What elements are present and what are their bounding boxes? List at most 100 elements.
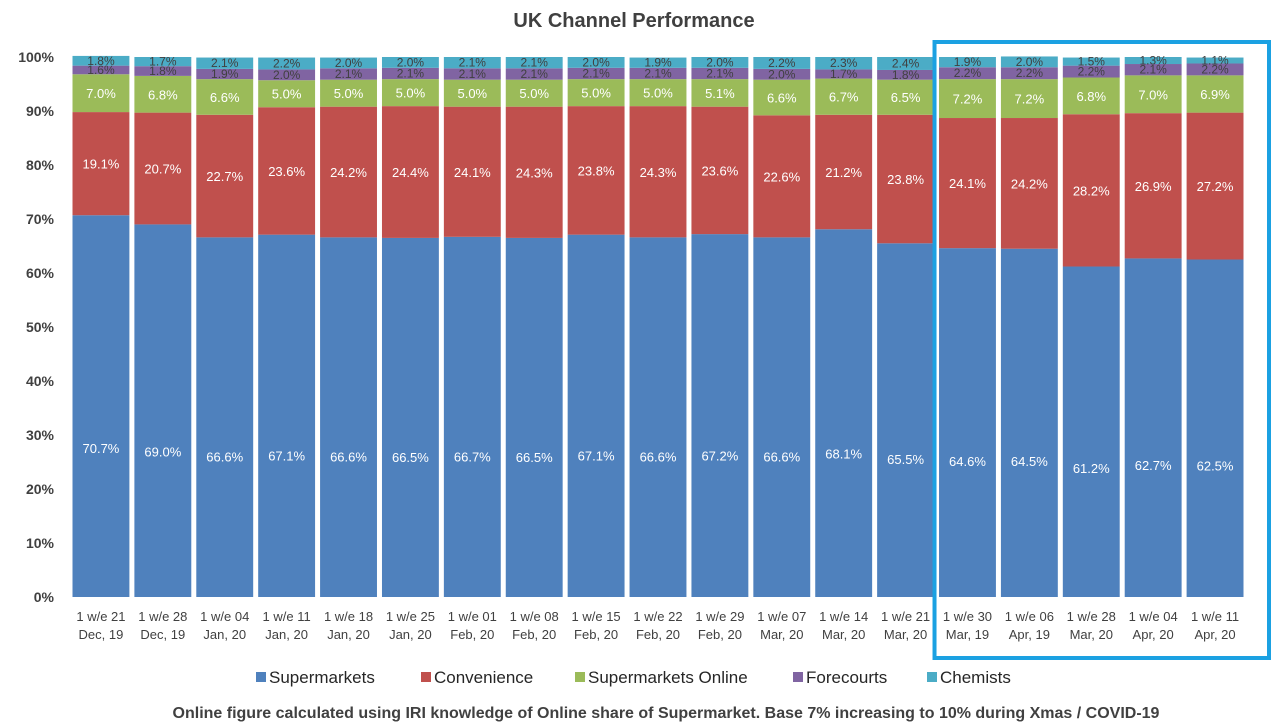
bar-segment-convenience xyxy=(691,106,749,235)
data-label: 66.7% xyxy=(454,450,491,465)
data-label: 26.9% xyxy=(1135,179,1172,194)
bar-segment-supermarkets-online xyxy=(567,79,625,107)
legend-label: Supermarkets Online xyxy=(588,668,748,687)
data-label: 2.1% xyxy=(706,66,734,80)
data-label: 23.8% xyxy=(578,163,615,178)
legend-swatch xyxy=(575,672,585,682)
data-label: 23.6% xyxy=(268,164,305,179)
data-label: 2.1% xyxy=(459,67,487,81)
data-label: 7.2% xyxy=(953,92,983,107)
data-label: 5.0% xyxy=(396,86,426,101)
bar-segment-forecourts xyxy=(877,69,935,80)
bar-stack: 64.5% 24.2% 7.2% 2.2%2.0% xyxy=(1000,55,1058,597)
bar-segment-forecourts xyxy=(381,67,439,80)
bar-segment-chemists xyxy=(72,55,130,66)
bar-segment-chemists xyxy=(1062,57,1120,66)
bar-stack: 66.6% 24.2% 5.0% 2.1%2.0% xyxy=(320,56,377,598)
data-label: 2.1% xyxy=(521,56,549,70)
bar-segment-chemists xyxy=(258,57,316,70)
bar-segment-chemists xyxy=(134,57,192,67)
bar-segment-convenience xyxy=(1124,113,1182,259)
data-label: 2.1% xyxy=(211,56,239,70)
legend-label: Convenience xyxy=(434,668,533,687)
legend-item: Chemists xyxy=(927,668,1011,687)
bar-segment-forecourts xyxy=(815,69,873,79)
x-tick-label: 1 w/e 04 Apr, 20 xyxy=(1129,609,1178,642)
bar-segment-convenience xyxy=(1062,114,1120,267)
bar-segment-convenience xyxy=(1186,112,1244,260)
bar-stack: 64.6% 24.1% 7.2% 2.2%1.9% xyxy=(939,55,996,597)
bar-segment-supermarkets-online xyxy=(1062,77,1120,115)
x-tick-label: 1 w/e 01 Feb, 20 xyxy=(448,609,497,642)
bar-segment-supermarkets xyxy=(443,236,501,597)
bar-segment-forecourts xyxy=(629,67,687,80)
bar-stack: 67.2% 23.6% 5.1% 2.1%2.0% xyxy=(691,55,749,597)
bar-segment-supermarkets xyxy=(134,224,192,597)
data-label: 65.5% xyxy=(887,452,924,467)
bar-segment-chemists xyxy=(753,57,811,69)
data-label: 66.5% xyxy=(516,450,553,465)
bar-segment-supermarkets-online xyxy=(134,75,192,113)
highlight-rectangle xyxy=(932,40,1271,660)
data-label: 1.8% xyxy=(87,54,115,68)
data-label: 7.0% xyxy=(86,86,116,101)
data-label: 69.0% xyxy=(144,445,181,460)
y-tick-label: 70% xyxy=(26,211,55,227)
bar-segment-convenience xyxy=(877,114,935,244)
bar-segment-supermarkets-online xyxy=(72,74,130,113)
data-label: 2.2% xyxy=(1016,66,1044,80)
legend-swatch xyxy=(256,672,266,682)
y-tick-label: 50% xyxy=(26,319,55,335)
legend-label: Supermarkets xyxy=(269,668,375,687)
y-tick-label: 10% xyxy=(26,535,55,551)
data-label: 66.6% xyxy=(330,450,367,465)
y-tick-label: 0% xyxy=(34,589,55,605)
data-label: 1.7% xyxy=(149,55,177,69)
bar-segment-supermarkets-online xyxy=(196,79,254,115)
bar-segment-chemists xyxy=(320,57,377,69)
data-label: 24.3% xyxy=(640,165,677,180)
legend-swatch xyxy=(927,672,937,682)
data-label: 1.9% xyxy=(211,67,239,81)
bar-stack: 67.1% 23.6% 5.0% 2.0%2.2% xyxy=(258,56,316,597)
data-label: 66.6% xyxy=(206,450,243,465)
bar-segment-convenience xyxy=(567,106,625,235)
bar-segment-forecourts xyxy=(567,67,625,80)
data-label: 70.7% xyxy=(83,441,120,456)
data-label: 1.1% xyxy=(1201,54,1229,68)
data-label: 24.2% xyxy=(330,165,367,180)
data-label: 67.1% xyxy=(578,449,615,464)
bar-segment-chemists xyxy=(1000,56,1058,68)
bar-stack: 66.6% 24.3% 5.0% 2.1%1.9% xyxy=(629,56,687,598)
data-label: 66.6% xyxy=(640,450,677,465)
x-tick-label: 1 w/e 30 Mar, 19 xyxy=(943,609,992,642)
data-label: 1.5% xyxy=(1078,55,1106,69)
legend-item: Convenience xyxy=(421,668,533,687)
x-tick-label: 1 w/e 06 Apr, 19 xyxy=(1005,609,1054,642)
y-tick-label: 30% xyxy=(26,427,55,443)
y-tick-label: 90% xyxy=(26,103,55,119)
data-label: 24.2% xyxy=(1011,176,1048,191)
data-label: 2.2% xyxy=(1078,65,1106,79)
data-label: 2.2% xyxy=(273,56,301,70)
data-label: 28.2% xyxy=(1073,183,1110,198)
data-label: 2.1% xyxy=(644,66,672,80)
bar-segment-chemists xyxy=(505,57,563,69)
bar-segment-forecourts xyxy=(1000,67,1058,80)
legend-item: Supermarkets Online xyxy=(575,668,748,687)
bar-stack: 62.5% 27.2% 6.9% 2.2%1.1% xyxy=(1186,54,1244,597)
bar-stack: 66.7% 24.1% 5.0% 2.1%2.1% xyxy=(443,56,501,597)
bar-stack: 66.5% 24.3% 5.0% 2.1%2.1% xyxy=(505,56,563,597)
data-label: 6.7% xyxy=(829,90,859,105)
data-label: 2.2% xyxy=(954,66,982,80)
data-label: 67.1% xyxy=(268,449,305,464)
bar-segment-forecourts xyxy=(1124,64,1182,76)
bar-segment-supermarkets xyxy=(258,234,316,597)
data-label: 2.2% xyxy=(768,56,796,70)
bar-segment-supermarkets xyxy=(1186,259,1244,597)
bar-segment-supermarkets-online xyxy=(629,79,687,107)
data-label: 1.9% xyxy=(644,56,672,70)
bar-stack: 65.5% 23.8% 6.5% 1.8%2.4% xyxy=(877,56,935,598)
bar-segment-forecourts xyxy=(258,69,316,81)
data-label: 6.5% xyxy=(891,90,921,105)
